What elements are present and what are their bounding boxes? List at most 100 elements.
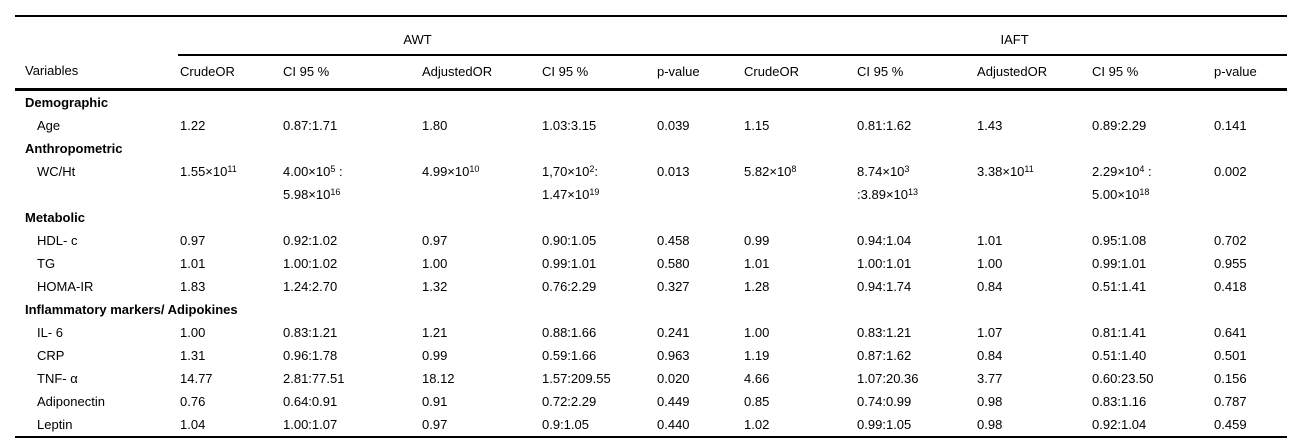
table-cell: 0.99 [422,348,448,363]
table-cell: 4.99×1010 [422,164,480,179]
table-cell: 0.501 [1214,348,1247,363]
column-header-variables: Variables [15,55,178,91]
table-cell: 0.76:2.29 [542,279,597,294]
table-cell: 0.458 [657,233,690,248]
column-header-awt-ci95-crude: CI 95 % [281,55,420,91]
table-cell: 0.963 [657,348,690,363]
column-header-row: Variables CrudeOR CI 95 % AdjustedOR CI … [15,55,1288,91]
table-cell: 0.90:1.05 [542,233,597,248]
table-cell: 3.38×1011 [977,164,1034,179]
table-cell: 0.84 [977,279,1003,294]
table-row: TG 1.01 1.00:1.02 1.00 0.99:1.01 0.580 1.01 1.0… [15,252,1287,275]
table-cell: 0.88:1.66 [542,325,597,340]
table-cell: 0.459 [1214,417,1247,432]
table-cell: 5.82×108 [744,164,797,179]
table-cell: 1.07 [977,325,1003,340]
table-cell: 0.81:1.41 [1092,325,1147,340]
table-cell: 0.83:1.21 [857,325,912,340]
table-cell: 0.92:1.04 [1092,417,1147,432]
table-cell: 4.00×105 :5.98×1016 [283,164,343,202]
table-cell: 0.97 [422,417,448,432]
table-row: TNF- α 14.77 2.81:77.51 18.12 1.57:209.55 0.0… [15,367,1287,390]
table-cell: 0.141 [1214,118,1247,133]
table-head: AWT IAFT Variables CrudeOR CI 95 % Adjus… [15,16,1288,91]
table-cell: 1.28 [744,279,770,294]
table-cell: 1.24:2.70 [283,279,338,294]
table-row: Leptin 1.04 1.00:1.07 0.97 0.9:1.05 0.440 1.02… [15,413,1287,437]
table-cell: 0.327 [657,279,690,294]
table-cell: 1.00 [180,325,206,340]
section-header: Demographic [25,95,109,110]
table-cell: 1.04 [180,417,206,432]
table-cell: 1.15 [744,118,770,133]
table-cell: 0.96:1.78 [283,348,338,363]
table-cell: 1.00:1.07 [283,417,338,432]
row-label: Adiponectin [37,394,105,409]
table-cell: 0.98 [977,394,1003,409]
table-cell: 0.94:1.74 [857,279,912,294]
table-cell: 0.92:1.02 [283,233,338,248]
table-cell: 0.99:1.01 [1092,256,1147,271]
table-cell: 1.01 [744,256,770,271]
column-header-awt-ci95-adjusted: CI 95 % [540,55,655,91]
odds-ratio-table: AWT IAFT Variables CrudeOR CI 95 % Adjus… [15,15,1288,438]
table-cell: 0.59:1.66 [542,348,597,363]
section-header: Anthropometric [25,141,123,156]
table-cell: 0.039 [657,118,690,133]
table-cell: 0.95:1.08 [1092,233,1147,248]
table-row: WC/Ht 1.55×1011 4.00×105 :5.98×1016 4.99×10… [15,160,1287,206]
table-cell: 0.702 [1214,233,1247,248]
odds-ratio-table-wrap: AWT IAFT Variables CrudeOR CI 95 % Adjus… [15,15,1288,438]
section-row: Demographic [15,90,1287,115]
row-label: TG [37,256,56,271]
table-cell: 0.83:1.21 [283,325,338,340]
row-label: IL- 6 [37,325,64,340]
table-cell: 0.013 [657,164,690,179]
row-label: Age [37,118,61,133]
table-row: Age 1.22 0.87:1.71 1.80 1.03:3.15 0.039 1.15 0.… [15,114,1287,137]
row-label: HDL- c [37,233,78,248]
table-cell: 1.07:20.36 [857,371,919,386]
table-cell: 1.02 [744,417,770,432]
table-cell: 0.449 [657,394,690,409]
table-cell: 1.01 [977,233,1003,248]
group-header-iaft: IAFT [742,16,1288,56]
section-header: Metabolic [25,210,85,225]
column-header-iaft-ci95-crude: CI 95 % [855,55,976,91]
table-cell: 0.99 [744,233,770,248]
table-cell: 1.00 [977,256,1003,271]
table-row: CRP 1.31 0.96:1.78 0.99 0.59:1.66 0.963 1.19 0.… [15,344,1287,367]
table-cell: 1.22 [180,118,206,133]
table-cell: 1,70×102: 1.47×1019 [542,164,600,202]
table-cell: 1.55×1011 [180,164,237,179]
table-cell: 0.97 [180,233,206,248]
table-cell: 1.43 [977,118,1003,133]
section-row: Anthropometric [15,137,1287,160]
table-cell: 0.81:1.62 [857,118,912,133]
table-cell: 0.9:1.05 [542,417,589,432]
table-cell: 0.99:1.01 [542,256,597,271]
table-cell: 1.00 [744,325,770,340]
table-cell: 0.641 [1214,325,1247,340]
table-cell: 1.00:1.02 [283,256,338,271]
table-cell: 2.81:77.51 [283,371,345,386]
table-cell: 0.91 [422,394,448,409]
table-cell: 1.19 [744,348,770,363]
table-cell: 1.83 [180,279,206,294]
table-cell: 2.29×104 :5.00×1018 [1092,164,1152,202]
table-cell: 0.94:1.04 [857,233,912,248]
row-label: TNF- α [37,371,78,386]
table-row: IL- 6 1.00 0.83:1.21 1.21 0.88:1.66 0.241 1.00… [15,321,1287,344]
table-cell: 0.787 [1214,394,1247,409]
table-cell: 0.84 [977,348,1003,363]
section-row: Metabolic [15,206,1287,229]
table-cell: 0.51:1.40 [1092,348,1147,363]
group-header-empty-cell [15,16,178,55]
section-row: Inflammatory markers/ Adipokines [15,298,1287,321]
table-cell: 0.85 [744,394,770,409]
section-header: Inflammatory markers/ Adipokines [25,302,238,317]
table-cell: 0.580 [657,256,690,271]
table-cell: 1.00 [422,256,448,271]
table-cell: 1.57:209.55 [542,371,611,386]
